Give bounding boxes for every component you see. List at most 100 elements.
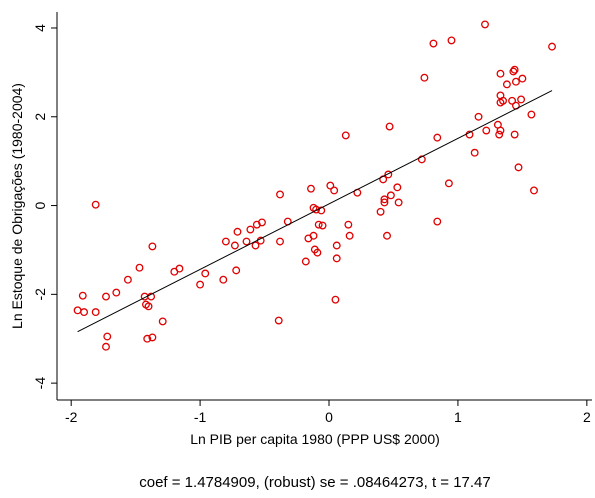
x-axis-title: Ln PIB per capita 1980 (PPP US$ 2000) — [190, 431, 440, 447]
point — [143, 334, 152, 343]
point — [330, 186, 339, 195]
point — [509, 67, 518, 76]
point — [276, 237, 284, 246]
point — [251, 241, 260, 250]
point — [433, 217, 442, 226]
point — [384, 170, 393, 179]
point — [317, 206, 326, 215]
point — [393, 183, 402, 192]
fit-line — [77, 90, 553, 333]
point — [386, 191, 395, 200]
point — [433, 133, 442, 142]
point — [313, 248, 322, 257]
point — [496, 126, 505, 135]
point — [331, 295, 340, 304]
point — [144, 302, 153, 311]
point — [474, 112, 483, 121]
point — [429, 39, 438, 48]
point — [102, 342, 110, 351]
note: coef = 1.4784909, (robust) se = .0846427… — [139, 474, 491, 491]
point — [219, 275, 228, 284]
point — [530, 186, 538, 195]
point — [148, 333, 157, 342]
point — [314, 220, 323, 229]
point — [511, 77, 520, 86]
x-tick-label: 0 — [325, 409, 333, 425]
x-tick-label: 2 — [583, 409, 591, 425]
point — [123, 275, 132, 284]
point — [112, 288, 121, 297]
point — [135, 263, 144, 272]
point — [482, 126, 491, 135]
point — [318, 221, 327, 230]
point — [376, 207, 385, 216]
y-axis-title: Ln Estoque de Obrigações (1980-2004) — [9, 83, 25, 329]
x-tick-label: -1 — [194, 409, 207, 425]
point — [508, 96, 517, 105]
point — [233, 227, 242, 236]
point — [502, 80, 511, 89]
point — [221, 237, 230, 246]
y-tick-label: -2 — [32, 288, 48, 301]
point — [517, 95, 526, 104]
y-tick-label: 0 — [32, 201, 48, 209]
point — [326, 181, 335, 190]
point — [470, 148, 479, 157]
y-tick-label: 4 — [32, 24, 48, 32]
point — [499, 96, 507, 105]
point — [444, 179, 453, 188]
point — [73, 306, 82, 315]
point — [380, 198, 389, 207]
y-tick-label: -4 — [32, 377, 48, 390]
y-tick-label: 2 — [32, 113, 48, 121]
point — [394, 198, 403, 207]
point — [481, 20, 489, 29]
point — [495, 130, 504, 139]
point — [447, 36, 456, 45]
point — [420, 73, 429, 82]
point — [344, 220, 353, 229]
point — [102, 292, 110, 301]
point — [312, 205, 321, 214]
point — [518, 74, 527, 83]
point — [309, 231, 318, 240]
point — [301, 257, 310, 266]
point — [78, 291, 87, 300]
x-tick-label: 1 — [454, 409, 462, 425]
point — [175, 264, 184, 273]
point — [510, 65, 519, 74]
point — [274, 316, 283, 325]
point — [417, 155, 426, 164]
point — [91, 200, 100, 209]
x-tick-label: -2 — [65, 409, 78, 425]
point — [276, 190, 284, 199]
point — [341, 131, 350, 140]
point — [148, 242, 157, 251]
point — [307, 184, 315, 193]
point — [527, 110, 536, 119]
point — [242, 237, 251, 246]
point — [232, 266, 241, 275]
point — [548, 42, 556, 51]
point — [383, 231, 391, 240]
point — [158, 317, 167, 326]
point — [496, 69, 505, 78]
point — [230, 241, 239, 250]
point — [80, 308, 89, 317]
point — [510, 130, 519, 139]
point — [514, 163, 523, 172]
point — [147, 292, 156, 301]
point — [380, 195, 389, 204]
point — [332, 254, 341, 263]
point — [332, 241, 341, 250]
point — [201, 269, 210, 278]
point — [258, 218, 266, 227]
point — [103, 332, 112, 341]
point — [91, 308, 100, 317]
point — [246, 225, 255, 234]
point — [345, 231, 354, 240]
point — [385, 122, 394, 131]
point — [196, 280, 205, 289]
